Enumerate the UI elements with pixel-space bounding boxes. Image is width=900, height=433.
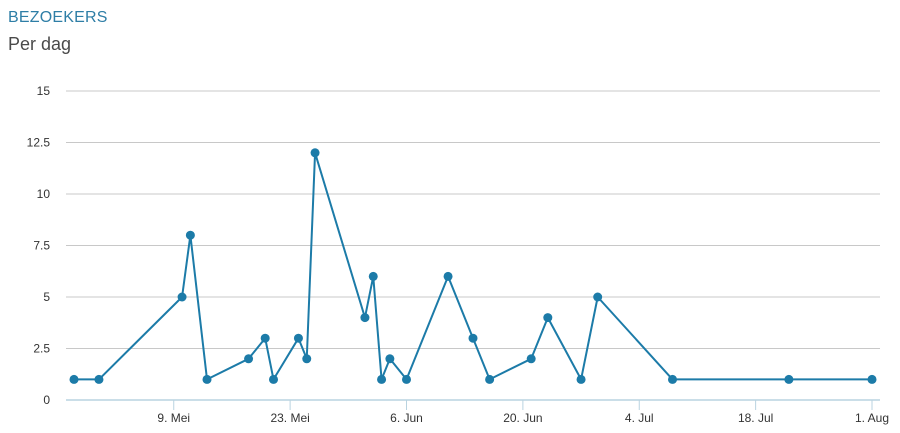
data-point[interactable] xyxy=(485,374,495,384)
data-point[interactable] xyxy=(867,374,877,384)
gridlines xyxy=(66,90,880,349)
y-tick-label: 10 xyxy=(37,187,51,201)
y-axis-ticks: 0 2.5 5 7.5 10 12.5 15 xyxy=(27,84,51,407)
x-tick-label: 23. Mei xyxy=(270,411,309,425)
x-tick-label: 20. Jun xyxy=(503,411,542,425)
data-point[interactable] xyxy=(784,374,794,384)
data-point[interactable] xyxy=(468,333,478,343)
data-point[interactable] xyxy=(368,271,378,281)
data-point[interactable] xyxy=(668,374,677,384)
series-points xyxy=(69,148,877,384)
data-point[interactable] xyxy=(402,374,411,384)
data-point[interactable] xyxy=(244,354,254,364)
data-point[interactable] xyxy=(543,313,553,323)
x-tick-label: 9. Mei xyxy=(157,411,190,425)
chart-title: BEZOEKERS xyxy=(8,9,108,26)
y-tick-label: 5 xyxy=(43,290,50,304)
data-point[interactable] xyxy=(576,374,586,384)
data-point[interactable] xyxy=(385,354,395,364)
data-point[interactable] xyxy=(185,230,195,240)
y-tick-label: 7.5 xyxy=(33,239,50,253)
data-point[interactable] xyxy=(177,292,187,302)
data-point[interactable] xyxy=(302,354,312,364)
data-point[interactable] xyxy=(94,374,104,384)
data-point[interactable] xyxy=(360,313,370,323)
data-point[interactable] xyxy=(293,333,303,343)
data-point[interactable] xyxy=(269,374,278,384)
x-axis: 9. Mei 23. Mei 6. Jun 20. Jun 4. Jul 18. Jul 1… xyxy=(66,399,889,425)
y-tick-label: 15 xyxy=(37,84,51,98)
data-point[interactable] xyxy=(443,271,453,281)
data-point[interactable] xyxy=(526,354,536,364)
series-line xyxy=(74,151,872,381)
y-tick-label: 2.5 xyxy=(33,342,50,356)
data-point[interactable] xyxy=(202,374,212,384)
series-line-path xyxy=(74,151,872,381)
y-tick-label: 0 xyxy=(43,393,50,407)
y-tick-label: 12.5 xyxy=(27,136,51,150)
x-tick-label: 1. Aug xyxy=(855,411,889,425)
x-tick-label: 18. Jul xyxy=(738,411,773,425)
x-tick-label: 4. Jul xyxy=(625,411,654,425)
chart-subtitle: Per dag xyxy=(8,34,72,54)
data-point[interactable] xyxy=(377,374,387,384)
x-tick-label: 6. Jun xyxy=(390,411,423,425)
data-point[interactable] xyxy=(260,333,270,343)
data-point[interactable] xyxy=(310,148,320,158)
data-point[interactable] xyxy=(593,292,603,302)
data-point[interactable] xyxy=(69,374,79,384)
